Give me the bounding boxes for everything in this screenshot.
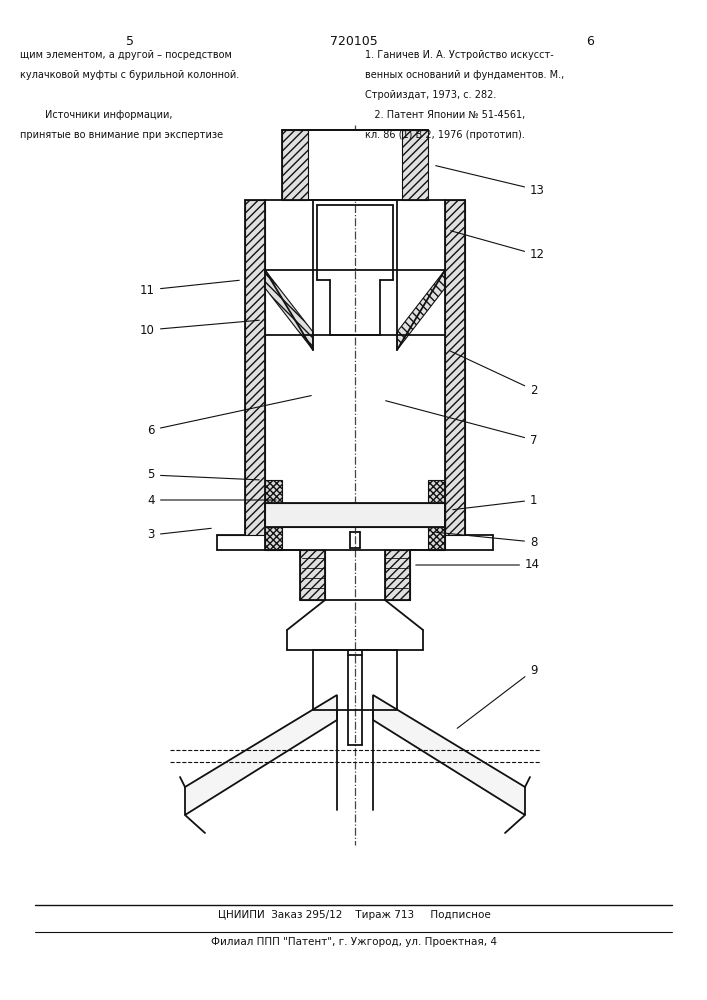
Text: 11: 11 [140,280,239,296]
Polygon shape [265,270,313,350]
Text: 6: 6 [586,35,594,48]
Polygon shape [300,550,325,600]
Text: 5: 5 [148,468,259,482]
Polygon shape [385,550,410,600]
Polygon shape [265,480,282,550]
Text: 1. Ганичев И. А. Устройство искусст-: 1. Ганичев И. А. Устройство искусст- [365,50,554,60]
Polygon shape [397,270,445,350]
Text: 9: 9 [457,664,537,728]
Text: 6: 6 [148,396,311,436]
Text: 3: 3 [148,528,211,542]
Polygon shape [282,130,428,200]
Text: 1: 1 [452,493,537,510]
Text: венных оснований и фундаментов. М.,: венных оснований и фундаментов. М., [365,70,564,80]
Text: 12: 12 [450,231,545,261]
Polygon shape [265,503,445,527]
Polygon shape [245,200,265,535]
Text: 5: 5 [126,35,134,48]
Polygon shape [373,695,525,815]
Text: Стройиздат, 1973, с. 282.: Стройиздат, 1973, с. 282. [365,90,496,100]
Text: 720105: 720105 [330,35,378,48]
Polygon shape [282,130,308,200]
Text: ЦНИИПИ  Заказ 295/12    Тираж 713     Подписное: ЦНИИПИ Заказ 295/12 Тираж 713 Подписное [218,910,491,920]
Text: 14: 14 [416,558,540,572]
Text: кулачковой муфты с бурильной колонной.: кулачковой муфты с бурильной колонной. [20,70,239,80]
Polygon shape [445,200,465,535]
Text: Филиал ППП "Патент", г. Ужгород, ул. Проектная, 4: Филиал ППП "Патент", г. Ужгород, ул. Про… [211,937,497,947]
Polygon shape [428,480,445,550]
Text: Источники информации,: Источники информации, [20,110,173,120]
Text: 2. Патент Японии № 51-4561,: 2. Патент Японии № 51-4561, [365,110,525,120]
Polygon shape [402,130,428,200]
Polygon shape [185,695,337,815]
Text: щим элементом, а другой – посредством: щим элементом, а другой – посредством [20,50,232,60]
Text: 2: 2 [450,351,537,396]
Text: принятые во внимание при экспертизе: принятые во внимание при экспертизе [20,130,223,140]
Text: 8: 8 [436,532,537,548]
Text: кл. 86 (1) В 2, 1976 (прототип).: кл. 86 (1) В 2, 1976 (прототип). [365,130,525,140]
Text: 7: 7 [386,401,537,446]
Text: 13: 13 [436,166,545,196]
Text: 10: 10 [140,320,259,336]
Text: 4: 4 [148,493,276,506]
